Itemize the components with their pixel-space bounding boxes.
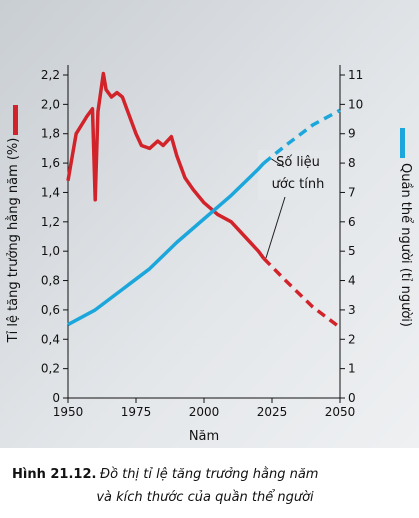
y-tick-label: 2,0	[41, 97, 60, 111]
x-tick-label: 2000	[189, 405, 220, 419]
y2-tick-label: 0	[348, 391, 356, 405]
y-tick-label: 0,6	[41, 303, 60, 317]
y2-tick-label: 10	[348, 97, 363, 111]
x-tick-label: 2025	[257, 405, 288, 419]
caption-text: Đồ thị tỉ lệ tăng trưởng hằng năm	[100, 467, 318, 482]
y-tick-label: 1,8	[41, 127, 60, 141]
y-tick-label: 1,6	[41, 156, 60, 170]
line-series	[262, 108, 341, 165]
y2-tick-label: 11	[348, 68, 363, 82]
y2-tick-label: 4	[348, 274, 356, 288]
y2-tick-label: 9	[348, 127, 356, 141]
y2-tick-label: 7	[348, 185, 356, 199]
y-tick-label: 0	[52, 391, 60, 405]
y-axis-title: Tỉ lệ tăng trưởng hằng năm (%)	[6, 138, 21, 344]
y-tick-label: 2,2	[41, 68, 60, 82]
y2-tick-label: 2	[348, 332, 356, 346]
y2-tick-label: 3	[348, 303, 356, 317]
axis-color-key	[400, 128, 405, 158]
caption-text: và kích thước của quần thể người	[96, 490, 314, 505]
x-tick-label: 1950	[53, 405, 84, 419]
x-axis-title: Năm	[189, 429, 219, 444]
line-series	[262, 257, 342, 329]
x-tick-label: 2050	[325, 405, 356, 419]
y-tick-label: 1,0	[41, 244, 60, 258]
annotation: Số liệu	[276, 155, 320, 170]
y-tick-label: 1,2	[41, 215, 60, 229]
leader-line	[265, 196, 286, 259]
y2-axis-title: Quần thể người (tỉ người)	[398, 163, 413, 327]
annotation: ước tính	[272, 177, 325, 192]
y-tick-label: 0,8	[41, 274, 60, 288]
y-tick-label: 0,4	[41, 332, 60, 346]
y2-tick-label: 8	[348, 156, 356, 170]
background	[0, 0, 419, 448]
leader-line	[269, 157, 285, 168]
line-series	[67, 161, 266, 327]
axis-color-key	[13, 105, 18, 135]
y2-tick-label: 1	[348, 362, 356, 376]
y2-tick-label: 6	[348, 215, 356, 229]
y-tick-label: 0,2	[41, 362, 60, 376]
y2-tick-label: 5	[348, 244, 356, 258]
y-tick-label: 1,4	[41, 185, 60, 199]
caption-label: Hình 21.12.	[12, 467, 96, 482]
x-tick-label: 1975	[121, 405, 152, 419]
